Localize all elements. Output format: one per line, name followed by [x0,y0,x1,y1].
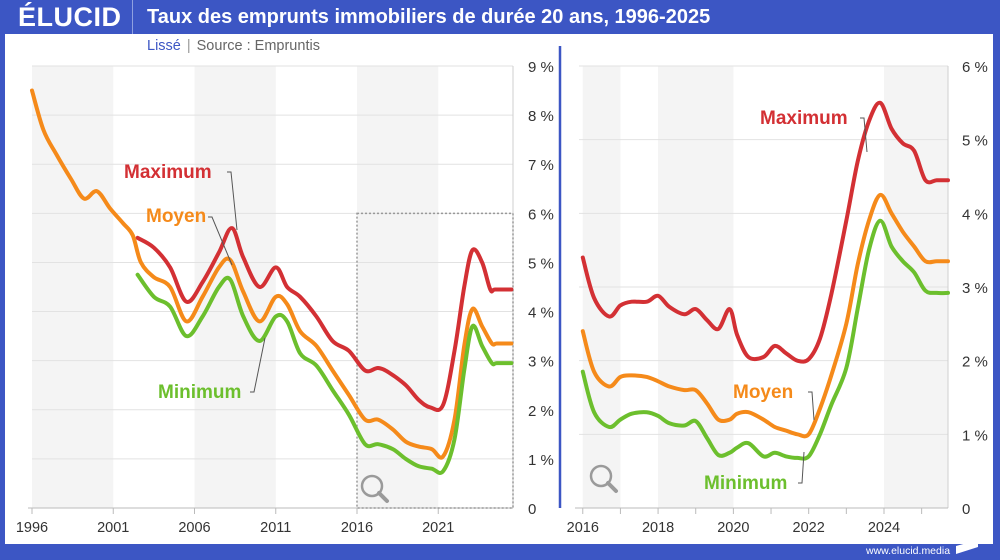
leader-line [798,451,805,484]
y-tick-label: 5 % [528,255,554,272]
y-tick-label: 2 % [528,403,554,420]
y-tick-label: 2 % [962,354,988,371]
series-line-maximum [135,226,514,412]
x-tick-label: 2016 [567,520,599,536]
y-tick-label: 0 [962,501,970,518]
source-label: Source : Empruntis [196,38,320,54]
leader-line [227,171,238,231]
series-label-minimum: Minimum [704,473,787,494]
series-line-moyen [30,88,514,460]
x-tick-label: 2011 [260,520,291,536]
series-label-moyen: Moyen [146,206,206,227]
y-tick-label: 5 % [962,133,988,150]
x-tick-label: 2016 [341,520,373,536]
y-tick-label: 1 % [962,427,988,444]
y-tick-label: 7 % [528,157,554,174]
background-band [357,66,439,508]
leader-line [250,337,266,393]
series-label-minimum: Minimum [158,382,241,403]
y-tick-label: 3 % [528,354,554,371]
y-tick-label: 4 % [962,206,988,223]
y-tick-label: 6 % [528,206,554,223]
x-tick-label: 2024 [868,520,900,536]
series-line-minimum [135,272,514,475]
y-tick-label: 8 % [528,108,554,125]
header-divider [132,0,133,34]
left-chart: 0 1 % 2 % 3 % 4 % 5 % 6 % 7 % 8 % 9 % 1996 2001 2006… [16,59,554,536]
x-tick-label: 1996 [16,520,48,536]
right-chart: 0 1 % 2 % 3 % 4 % 5 % 6 % 2016 2018 2020 2022 2024 M… [567,59,988,536]
x-tick-label: 2020 [717,520,749,536]
leader-line [808,391,815,421]
leader-line [208,216,233,266]
chart-title: Taux des emprunts immobiliers de durée 2… [147,6,711,28]
chart-subtitle: Lissé | Source : Empruntis [147,38,320,54]
subtitle-separator: | [186,38,191,54]
x-tick-label: 2022 [793,520,825,536]
elucid-flag-icon [956,540,978,554]
x-tick-label: 2021 [422,520,454,536]
y-tick-label: 3 % [962,280,988,297]
magnifier-icon [360,474,389,503]
smoothing-label: Lissé [147,38,181,54]
y-tick-label: 0 [528,501,536,518]
background-band [32,66,114,508]
y-tick-label: 9 % [528,59,554,76]
magnifier-icon [589,464,618,493]
header-bar: ÉLUCID Taux des emprunts immobiliers de … [0,0,1000,34]
leader-line [860,117,868,153]
series-label-moyen: Moyen [733,382,793,403]
y-tick-label: 1 % [528,452,554,469]
elucid-logo[interactable]: ÉLUCID [18,2,122,32]
x-tick-label: 2018 [642,520,674,536]
zoom-region-box [356,212,514,509]
series-label-maximum: Maximum [124,162,212,183]
series-line-minimum [580,218,950,461]
x-tick-label: 2001 [97,520,129,536]
series-line-moyen [580,192,950,439]
series-label-maximum: Maximum [760,108,848,129]
y-tick-label: 6 % [962,59,988,76]
x-tick-label: 2006 [178,520,210,536]
footer-url[interactable]: www.elucid.media [866,545,951,557]
y-tick-label: 4 % [528,305,554,322]
series-line-maximum [580,100,950,364]
